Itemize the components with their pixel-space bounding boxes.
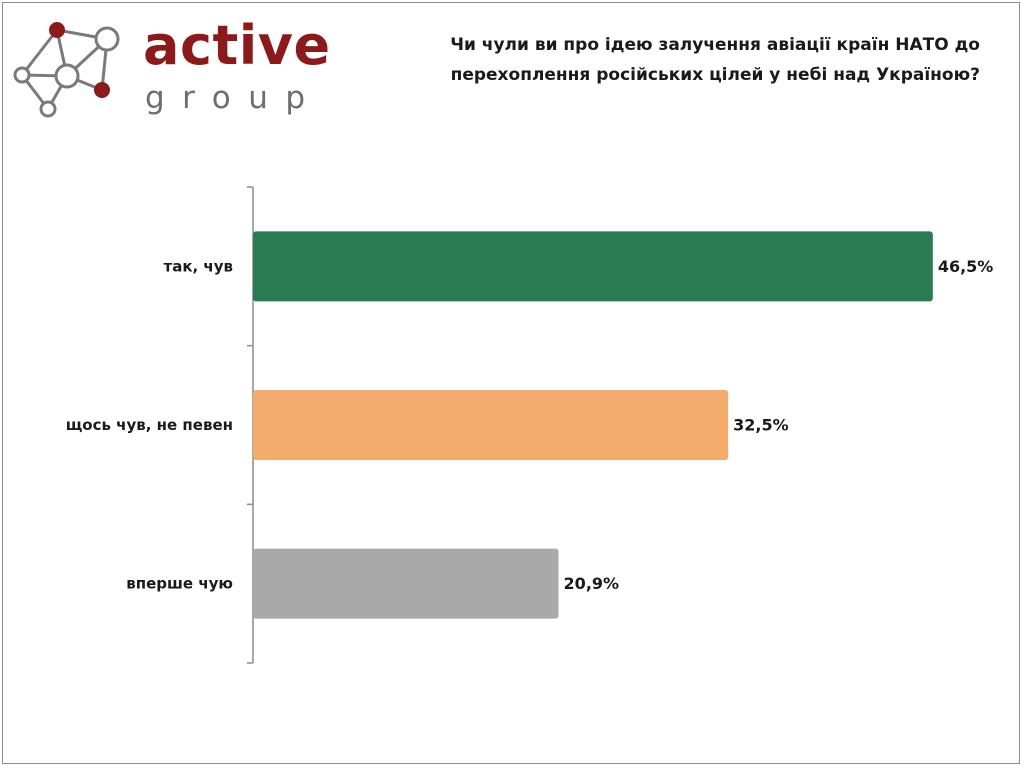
data-label: 32,5% xyxy=(733,416,789,435)
network-logo-icon xyxy=(13,22,120,118)
bar xyxy=(253,390,729,460)
bar xyxy=(253,548,559,619)
logo-wordmark: active xyxy=(143,14,331,77)
category-label: так, чув xyxy=(164,257,234,275)
chart-title: Чи чули ви про ідею залучення авіації кр… xyxy=(450,35,980,85)
data-label: 46,5% xyxy=(938,257,994,276)
logo-subtitle: group xyxy=(145,80,323,116)
category-label: щось чув, не певен xyxy=(66,416,233,434)
data-label: 20,9% xyxy=(564,574,620,593)
bar xyxy=(253,231,933,302)
active-group-logo: active group xyxy=(10,14,340,124)
category-label: вперше чую xyxy=(126,575,233,593)
